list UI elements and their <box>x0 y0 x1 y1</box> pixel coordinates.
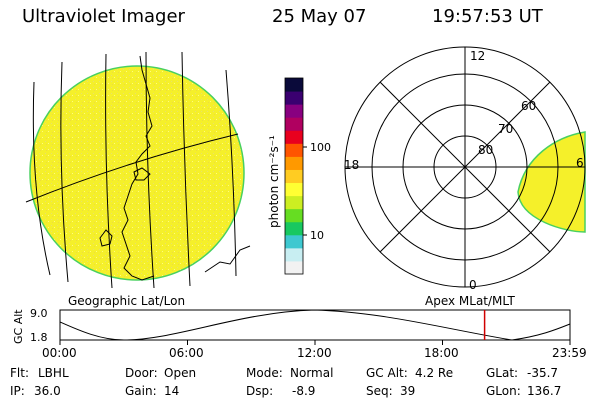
altitude-ylabel: GC Alt <box>12 309 25 344</box>
altitude-xtick-4: 23:59 <box>552 346 587 360</box>
mlt-label-18: 18 <box>344 158 359 172</box>
ip-value: 36.0 <box>34 384 61 398</box>
glat-label: GLat: <box>486 366 519 380</box>
colorbar-segment <box>285 195 303 210</box>
dsp-label: Dsp: <box>246 384 274 398</box>
colorbar-segment <box>285 169 303 184</box>
gain-label: Gain: <box>125 384 157 398</box>
seq-value: 39 <box>400 384 416 398</box>
gain-value: 14 <box>164 384 180 398</box>
apex-label: Apex MLat/MLT <box>425 294 515 308</box>
seq-label: Seq: <box>366 384 393 398</box>
colorbar-segment <box>285 182 303 197</box>
colorbar-unit-label: photon cm⁻²s⁻¹ <box>267 135 281 228</box>
altitude-xticks <box>59 340 571 345</box>
lat-label-60: 60 <box>521 99 536 113</box>
mlt-label-12: 12 <box>470 49 485 63</box>
colorbar-segment <box>285 78 303 92</box>
filter-value: LBHL <box>38 366 69 380</box>
colorbar-segment <box>285 117 303 131</box>
altitude-xtick-1: 06:00 <box>169 346 204 360</box>
lat-label-70: 70 <box>498 122 513 136</box>
dsp-value: -8.9 <box>292 384 316 398</box>
colorbar-segment <box>285 156 303 170</box>
colorbar: 100 10 photon cm⁻²s⁻¹ <box>267 77 331 275</box>
colorbar-frame <box>284 77 304 275</box>
mlt-label-6: 6 <box>576 156 584 170</box>
altitude-frame <box>59 309 571 341</box>
mode-label: Mode: <box>246 366 283 380</box>
instrument-title: Ultraviolet Imager <box>22 6 185 27</box>
altitude-plot: GC Alt 9.0 1.8 00:00 06:00 12:00 18:00 2… <box>12 307 587 360</box>
glon-label: GLon: <box>486 384 521 398</box>
colorbar-segment <box>285 143 303 157</box>
earth-disk <box>29 65 245 281</box>
coastline <box>99 55 251 281</box>
colorbar-tick-label-10: 10 <box>310 229 324 242</box>
door-value: Open <box>164 366 197 380</box>
colorbar-gradient <box>285 78 303 275</box>
colorbar-segment <box>285 104 303 118</box>
colorbar-segment <box>285 91 303 105</box>
gc-alt-value: 4.2 Re <box>415 366 454 380</box>
gc-alt-label: GC Alt: <box>366 366 408 380</box>
time-label: 19:57:53 UT <box>432 6 543 27</box>
colorbar-segment <box>285 247 303 262</box>
mlt-label-0: 0 <box>469 278 477 292</box>
mlat-mlt-polar-plot: 12 18 6 0 80 70 60 <box>344 46 586 292</box>
colorbar-segment <box>285 221 303 236</box>
polar-grid <box>344 46 586 288</box>
mode-value: Normal <box>290 366 334 380</box>
altitude-xtick-0: 00:00 <box>42 346 77 360</box>
altitude-xtick-3: 18:00 <box>424 346 459 360</box>
ip-label: IP: <box>10 384 25 398</box>
geographic-label: Geographic Lat/Lon <box>68 294 186 308</box>
colorbar-segment <box>285 260 303 275</box>
auroral-oval-image <box>517 131 586 233</box>
geographic-image <box>25 51 251 289</box>
altitude-ytick-low: 1.8 <box>30 331 48 344</box>
colorbar-tick-label-100: 100 <box>310 141 331 154</box>
lat-label-80: 80 <box>478 143 493 157</box>
colorbar-segment <box>285 130 303 144</box>
date-label: 25 May 07 <box>272 6 367 27</box>
colorbar-segment <box>285 208 303 223</box>
door-label: Door: <box>125 366 158 380</box>
colorbar-segment <box>285 234 303 249</box>
altitude-curve <box>59 309 571 341</box>
altitude-xtick-2: 12:00 <box>297 346 332 360</box>
geographic-grid <box>25 51 239 289</box>
glat-value: -35.7 <box>527 366 559 380</box>
altitude-ytick-high: 9.0 <box>30 307 48 320</box>
glon-value: 136.7 <box>527 384 562 398</box>
filter-label: Flt: <box>10 366 29 380</box>
